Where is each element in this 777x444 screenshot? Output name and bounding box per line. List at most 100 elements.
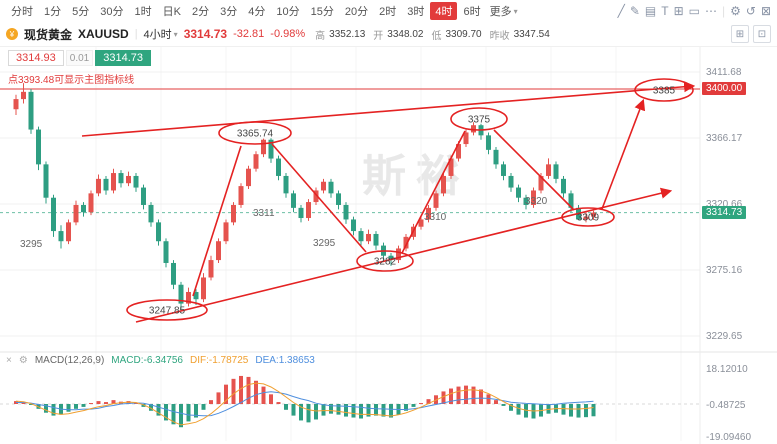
- highlight-ellipse[interactable]: [218, 121, 292, 145]
- timeframe-1时[interactable]: 1时: [134, 6, 152, 18]
- macd-bar: [21, 402, 26, 404]
- candle: [21, 83, 26, 104]
- timeframe-5分[interactable]: 5分: [72, 6, 90, 18]
- timeframe-20分[interactable]: 20分: [344, 6, 369, 18]
- macd-bar: [156, 404, 161, 416]
- timeframe-4分[interactable]: 4分: [248, 6, 266, 18]
- trend-line[interactable]: [271, 143, 367, 253]
- delete-icon[interactable]: ⊠: [760, 4, 771, 18]
- candle: [58, 225, 64, 249]
- text-tool-icon[interactable]: T: [661, 4, 669, 18]
- highlight-ellipse[interactable]: [126, 299, 208, 321]
- trend-line[interactable]: [401, 130, 466, 254]
- candle: [523, 194, 529, 210]
- stat-value: 3309.70: [445, 28, 482, 40]
- divider: |: [134, 28, 138, 40]
- panel-layout-icon[interactable]: ⊞: [731, 25, 749, 43]
- macd-bar: [336, 404, 341, 415]
- sell-price-box[interactable]: 3314.93: [8, 50, 64, 66]
- candle: [561, 175, 566, 198]
- timeframe-15分[interactable]: 15分: [310, 6, 334, 18]
- highlight-ellipse[interactable]: [634, 78, 694, 102]
- trend-line[interactable]: [192, 145, 242, 297]
- macd-bar: [186, 404, 191, 422]
- candle: [328, 178, 334, 198]
- highlight-ellipse[interactable]: [561, 207, 615, 227]
- macd-bar: [471, 386, 476, 404]
- macd-bar: [179, 404, 183, 428]
- macd-bar: [329, 404, 333, 414]
- macd-bar: [509, 404, 513, 411]
- macd-bar: [456, 386, 461, 404]
- macd-bar: [89, 403, 93, 404]
- macd-bar: [576, 404, 581, 418]
- macd-bar: [486, 394, 491, 404]
- timeframe-3时[interactable]: 3时: [407, 6, 425, 18]
- rectangle-icon[interactable]: ▭: [688, 4, 700, 18]
- indicators-icon[interactable]: ▤: [644, 4, 657, 18]
- macd-bar: [561, 404, 566, 415]
- indicator-close-icon[interactable]: ×: [6, 355, 12, 366]
- trend-line[interactable]: [135, 187, 673, 323]
- timeframe-6时[interactable]: 6时: [463, 6, 481, 18]
- candle: [186, 287, 191, 307]
- chevron-down-icon: ▾: [173, 29, 178, 39]
- buy-price-box[interactable]: 3314.73: [95, 50, 151, 66]
- fullscreen-icon[interactable]: ⊡: [753, 25, 771, 43]
- trend-line[interactable]: [81, 81, 696, 137]
- timeframe-group: 分时 1分 5分 30分 1时 日K 2分 3分 4分 10分 15分 20分 2时 3时 4时 6时: [6, 2, 486, 20]
- indicator-settings-icon[interactable]: ⚙: [18, 355, 28, 366]
- timeframe-10分[interactable]: 10分: [276, 6, 300, 18]
- candle: [343, 202, 349, 224]
- macd-bar: [351, 404, 356, 418]
- highlight-ellipse[interactable]: [356, 250, 414, 272]
- macd-bar: [194, 404, 198, 418]
- ellipse-price-label: 3385: [653, 86, 676, 97]
- timeframe-30分[interactable]: 30分: [100, 6, 124, 18]
- pencil-icon[interactable]: ✎: [629, 4, 640, 18]
- candle: [366, 229, 371, 245]
- macd-bar: [141, 404, 146, 407]
- axis-label: 3366.17: [706, 133, 743, 144]
- candle: [591, 210, 596, 220]
- more-timeframes-button[interactable]: 更多 ▾: [486, 2, 522, 20]
- timeframe-3分[interactable]: 3分: [220, 6, 238, 18]
- period-selector[interactable]: 4小时 ▾: [144, 26, 178, 42]
- axis-label: 3411.68: [706, 67, 742, 78]
- candle: [471, 122, 476, 136]
- more-tools-icon[interactable]: ⋯: [704, 4, 717, 18]
- macd-bar: [269, 394, 273, 404]
- candle: [433, 190, 439, 211]
- alert-price-tag[interactable]: 3400.00: [702, 81, 747, 95]
- trend-line[interactable]: [493, 129, 575, 211]
- macd-bar: [111, 400, 116, 404]
- candle: [66, 219, 71, 245]
- macd-bar: [314, 404, 318, 420]
- shapes-icon[interactable]: ⊞: [673, 4, 684, 18]
- candle: [568, 190, 574, 213]
- candle: [253, 151, 259, 172]
- timeframe-分时[interactable]: 分时: [11, 6, 33, 18]
- timeframe-日K[interactable]: 日K: [162, 6, 181, 18]
- trendline-icon[interactable]: ╱: [617, 4, 625, 18]
- refresh-icon[interactable]: ↺: [745, 4, 756, 18]
- quote-panel: 3314.93 0.01 3314.73: [8, 50, 151, 66]
- macd-bar: [66, 404, 71, 412]
- macd-bar: [524, 404, 528, 418]
- settings-icon[interactable]: ⚙: [730, 4, 741, 18]
- macd-layer: [14, 375, 596, 428]
- timeframe-1分[interactable]: 1分: [44, 6, 62, 18]
- highlight-ellipse[interactable]: [450, 107, 508, 131]
- macd-bar: [44, 404, 48, 413]
- macd-bar: [261, 386, 266, 404]
- timeframe-4时[interactable]: 4时: [430, 2, 458, 20]
- candle: [336, 190, 341, 210]
- timeframe-2时[interactable]: 2时: [379, 6, 397, 18]
- candle: [283, 173, 289, 198]
- candle: [358, 228, 364, 246]
- trend-line[interactable]: [601, 98, 646, 210]
- price-change: -32.81: [233, 28, 265, 40]
- price-label-layer: 3295 3311 3295 3310 3320: [20, 196, 548, 250]
- timeframe-2分[interactable]: 2分: [191, 6, 210, 18]
